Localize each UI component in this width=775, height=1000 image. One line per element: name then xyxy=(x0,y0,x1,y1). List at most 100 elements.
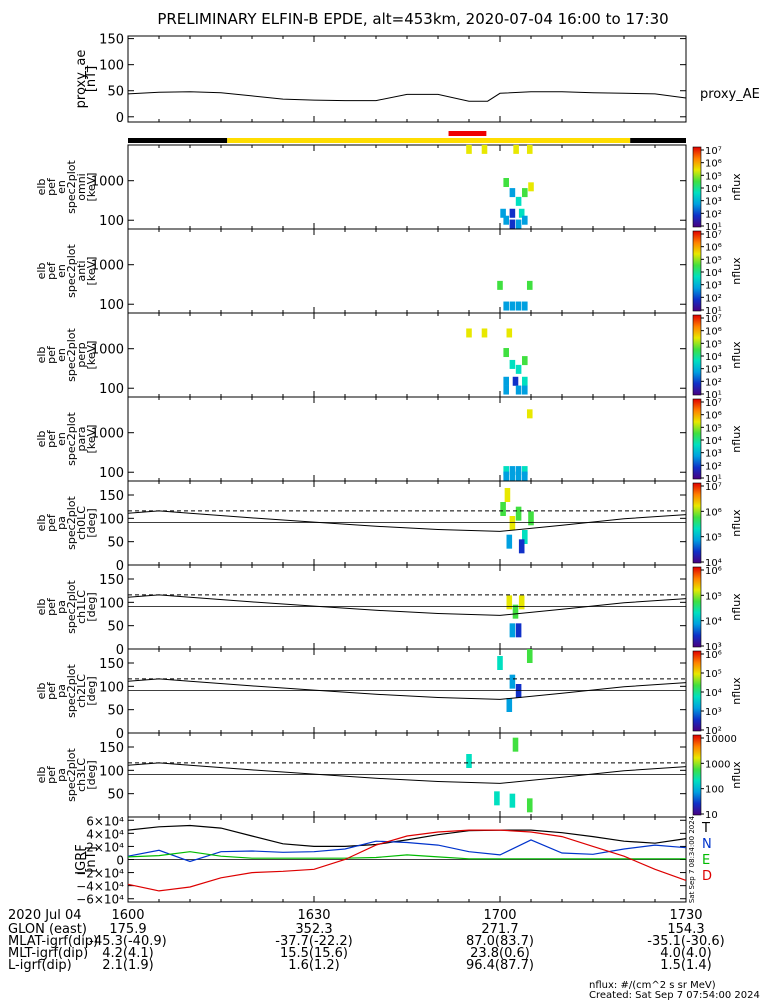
en_perp-ylabel-line: pef xyxy=(45,345,58,364)
pa_ch0-data-cell xyxy=(518,539,525,554)
plot-title: PRELIMINARY ELFIN-B EPDE, alt=453km, 202… xyxy=(157,10,668,28)
en_anti-ylabel-line: pef xyxy=(45,261,58,280)
proxy_ae-panel-frame xyxy=(127,35,687,123)
pa_ch0-ylabel-line: pa xyxy=(55,516,68,530)
pa_ch2-colorbar-tick-label: 10⁶ xyxy=(705,650,722,661)
igrf-ytick-label: 4×10⁴ xyxy=(86,827,124,841)
en_omni-data-cell xyxy=(515,219,522,229)
pa_ch3-colorbar-tick-label: 10 xyxy=(705,810,718,821)
en_anti-colorbar xyxy=(692,230,702,312)
en_perp-data-cell xyxy=(509,359,516,369)
en_para-ylabel-line: [keV] xyxy=(85,425,98,454)
pa_ch1-ytick-label: 150 xyxy=(99,573,124,588)
pa_ch3-ylabel-line: elb xyxy=(35,767,48,784)
en_para-colorbar-tick-label: 10¹ xyxy=(705,474,722,485)
en_perp-colorbar-tick-label: 10² xyxy=(705,377,722,388)
status-bar-yellow-segment xyxy=(227,138,631,143)
en_para-colorbar-tick-label: 10⁴ xyxy=(705,436,722,447)
pa_ch3-ytick-label: 100 xyxy=(99,764,124,779)
igrf-legend-E: E xyxy=(702,853,710,868)
pa_ch2-colorbar-tick-label: 10² xyxy=(705,726,722,737)
pa_ch1-colorbar-tick-label: 10⁶ xyxy=(705,566,722,577)
en_anti-colorbar-tick-label: 10¹ xyxy=(705,306,722,317)
en_anti-ylabel-line: anti xyxy=(75,260,88,281)
pa_ch3-panel-frame xyxy=(127,732,687,818)
proxy-ae-trace xyxy=(127,91,687,102)
pa_ch0-colorbar-tick-label: 10⁴ xyxy=(705,558,722,569)
pa_ch3-data-cell xyxy=(494,791,500,806)
en_para-colorbar-tick-label: 10⁷ xyxy=(705,398,722,409)
pa_ch1-colorbar-tick-label: 10⁵ xyxy=(705,591,722,602)
igrf-legend-N: N xyxy=(702,837,712,852)
en_omni-colorbar-tick-label: 10³ xyxy=(705,197,722,208)
igrf-legend-D: D xyxy=(702,869,712,884)
pa_ch3-colorbar-tick-label: 10000 xyxy=(705,734,737,745)
en_omni-data-cell xyxy=(526,144,533,154)
igrf-ytick-label: 2×10⁴ xyxy=(86,840,124,854)
en_perp-data-cell xyxy=(522,385,528,395)
pa_ch3-ylabel-line: pa xyxy=(55,768,68,782)
footer-row-value: 352.3 xyxy=(295,922,332,937)
en_omni-ylabel-line: spec2plot xyxy=(65,160,78,214)
footer-row-value: 1700 xyxy=(483,908,516,923)
en_anti-panel-frame xyxy=(127,228,687,314)
igrf-N-trace xyxy=(127,839,687,863)
en_omni-data-cell xyxy=(518,208,525,218)
pa_ch3-ylabel-line: [deg] xyxy=(85,760,98,789)
en_perp-data-cell xyxy=(503,376,509,386)
en_anti-data-cell xyxy=(526,280,533,290)
pa_ch0-ytick-label: 0 xyxy=(116,559,124,574)
en_anti-ytick-label: 100 xyxy=(99,298,124,313)
en_perp-colorbar-tick-label: 10⁶ xyxy=(705,327,722,338)
proxy_ae-ylabel-line: [nT] xyxy=(84,66,99,92)
en_perp-data-cell xyxy=(522,376,528,386)
pa_ch0-ytick-label: 100 xyxy=(99,512,124,527)
pa_ch2-ylabel-line: elb xyxy=(35,683,48,700)
en_para-colorbar-label: nflux xyxy=(730,425,743,453)
pa_ch1-ylabel-line: spec2plot xyxy=(65,580,78,634)
en_anti-data-cell xyxy=(509,301,516,311)
pa_ch2-ylabel-line: spec2plot xyxy=(65,664,78,718)
pa_ch3-data-cell xyxy=(526,798,533,813)
en_perp-data-cell xyxy=(522,356,528,366)
footer-row-value: 1630 xyxy=(297,908,330,923)
en_para-data-cell xyxy=(515,466,522,476)
en_omni-data-cell xyxy=(503,215,509,225)
footer-row-value: 87.0(83.7) xyxy=(466,934,534,949)
en_perp-colorbar-tick-label: 10¹ xyxy=(705,390,722,401)
en_omni-colorbar-tick-label: 10⁶ xyxy=(705,159,722,170)
pa_ch3-colorbar-tick-label: 100 xyxy=(705,785,724,796)
en_para-data-cell xyxy=(526,409,533,419)
pa_ch0-ytick-label: 150 xyxy=(99,489,124,504)
en_para-colorbar-tick-label: 10² xyxy=(705,461,722,472)
en_omni-data-cell xyxy=(522,188,528,198)
igrf-ytick-label: −2×10⁴ xyxy=(76,867,124,881)
en_perp-ylabel-line: en xyxy=(55,348,68,362)
pa_ch1-ylabel-line: ch1LC xyxy=(75,590,88,624)
pa_ch1-ylabel-line: pa xyxy=(55,600,68,614)
pa_ch0-ylabel-line: elb xyxy=(35,515,48,532)
pa_ch0-data-cell xyxy=(504,488,511,502)
en_para-colorbar-tick-label: 10⁵ xyxy=(705,423,722,434)
en_omni-data-cell xyxy=(500,208,506,218)
pa_ch3-colorbar xyxy=(692,734,702,816)
en_para-panel-frame xyxy=(127,396,687,482)
pa_ch0-panel-frame xyxy=(127,480,687,566)
pa_ch1-ylabel-line: elb xyxy=(35,599,48,616)
en_perp-colorbar-tick-label: 10³ xyxy=(705,365,722,376)
en_perp-colorbar-tick-label: 10⁴ xyxy=(705,352,722,363)
pa_ch2-data-cell xyxy=(506,698,513,712)
en_anti-colorbar-label: nflux xyxy=(730,257,743,285)
pa_ch2-ytick-label: 0 xyxy=(116,727,124,742)
en_perp-ytick-label: 1000 xyxy=(91,343,124,358)
pa_ch3-data-cell xyxy=(466,754,472,768)
pa_ch0-ytick-label: 50 xyxy=(107,536,124,551)
en_perp-data-cell xyxy=(515,364,522,374)
pa_ch3-colorbar-label: nflux xyxy=(730,761,743,789)
en_omni-colorbar-tick-label: 10¹ xyxy=(705,222,722,233)
pa_ch1-data-cell xyxy=(518,595,525,610)
pa_ch1-loss-cone-line xyxy=(127,594,687,616)
en_anti-ylabel-line: en xyxy=(55,264,68,278)
footer-row-value: 1600 xyxy=(111,908,144,923)
